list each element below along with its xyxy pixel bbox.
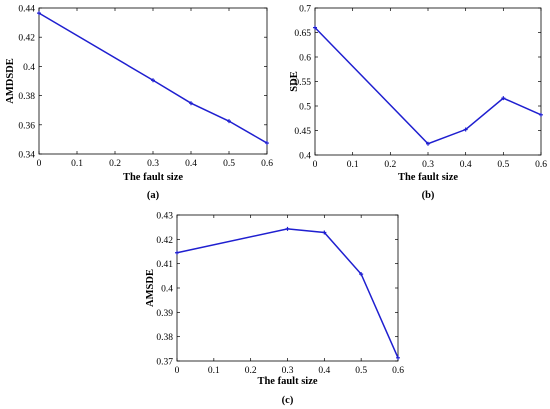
- x-tick-label: 0.4: [318, 366, 330, 376]
- x-tick-label: 0.3: [422, 160, 434, 170]
- x-tick-label: 0.4: [460, 160, 472, 170]
- data-point: [313, 25, 317, 30]
- y-tick-label: 0.44: [18, 5, 35, 15]
- y-tick-label: 0.45: [294, 127, 311, 137]
- series-line: [38, 12, 268, 144]
- y-tick-label: 0.4: [299, 152, 311, 162]
- x-tick-label: 0.5: [355, 366, 367, 376]
- x-tick-label: 0.6: [535, 160, 547, 170]
- data-point: [265, 141, 269, 146]
- data-point: [539, 112, 543, 117]
- chart-panel-1: 0 0.1 0.2 0.3 0.4 0.5 0.6 0.4 0.45 0.5 0.55 0.6 0.65…: [289, 5, 547, 202]
- y-tick-label: 0.4: [161, 285, 173, 295]
- x-tick-label: 0.6: [392, 366, 404, 376]
- y-tick-label: 0.38: [156, 333, 173, 343]
- data-point: [426, 141, 430, 146]
- y-tick-label: 0.5: [299, 103, 311, 113]
- plot-frame: [176, 214, 399, 362]
- chart-panel-0: 0 0.1 0.2 0.3 0.4 0.5 0.6 0.34 0.36 0.38 0.4 0.42 0.…: [5, 5, 273, 202]
- plot-frame: [314, 7, 542, 156]
- y-axis-label: AMDSDE: [5, 58, 16, 104]
- x-tick-label: 0: [37, 159, 42, 169]
- y-tick-label: 0.39: [156, 309, 173, 319]
- x-axis-label: The fault size: [123, 172, 183, 183]
- y-tick-label: 0.43: [156, 212, 173, 222]
- x-tick-label: 0: [313, 160, 318, 170]
- x-tick-label: 0: [175, 366, 180, 376]
- y-tick-label: 0.37: [156, 358, 173, 368]
- data-point: [151, 78, 155, 83]
- data-point: [285, 226, 290, 231]
- x-tick-label: 0.5: [223, 159, 235, 169]
- data-point: [322, 230, 327, 235]
- y-tick-label: 0.7: [299, 5, 311, 15]
- data-point: [463, 127, 468, 132]
- y-tick-label: 0.42: [18, 34, 35, 44]
- chart-panel-2: 0 0.1 0.2 0.3 0.4 0.5 0.6 0.37 0.38 0.39 0.4 0.41 0.…: [145, 212, 404, 407]
- data-point: [396, 355, 400, 360]
- data-point: [175, 250, 179, 255]
- data-point: [359, 272, 364, 277]
- x-tick-label: 0.6: [261, 159, 273, 169]
- series-line: [176, 228, 399, 359]
- y-tick-label: 0.65: [294, 29, 311, 39]
- panel-label: (a): [147, 190, 160, 201]
- x-axis-label: The fault size: [398, 172, 458, 183]
- x-tick-label: 0.1: [71, 159, 83, 169]
- y-tick-label: 0.38: [18, 92, 35, 102]
- y-tick-label: 0.34: [18, 151, 35, 161]
- y-tick-label: 0.41: [156, 260, 173, 270]
- y-tick-label: 0.6: [299, 54, 311, 64]
- panel-label: (c): [282, 395, 294, 406]
- y-axis-label: AMSDE: [145, 269, 156, 307]
- panel-label: (b): [422, 190, 435, 201]
- y-tick-label: 0.36: [18, 121, 35, 131]
- y-axis-label: SDE: [289, 71, 300, 91]
- x-tick-label: 0.2: [245, 366, 257, 376]
- y-tick-label: 0.4: [23, 63, 35, 73]
- x-tick-label: 0.1: [208, 366, 220, 376]
- x-tick-label: 0.3: [282, 366, 294, 376]
- x-tick-label: 0.1: [347, 160, 359, 170]
- x-axis-label: The fault size: [257, 376, 317, 387]
- data-point: [189, 101, 193, 106]
- data-point: [37, 11, 41, 16]
- x-tick-label: 0.2: [109, 159, 121, 169]
- x-tick-label: 0.2: [384, 160, 396, 170]
- data-point: [227, 119, 231, 124]
- x-tick-label: 0.5: [497, 160, 509, 170]
- x-tick-label: 0.4: [185, 159, 197, 169]
- x-tick-label: 0.3: [147, 159, 159, 169]
- y-tick-label: 0.55: [294, 78, 311, 88]
- data-point: [501, 96, 506, 101]
- y-tick-label: 0.42: [156, 236, 173, 246]
- series-line: [314, 27, 542, 145]
